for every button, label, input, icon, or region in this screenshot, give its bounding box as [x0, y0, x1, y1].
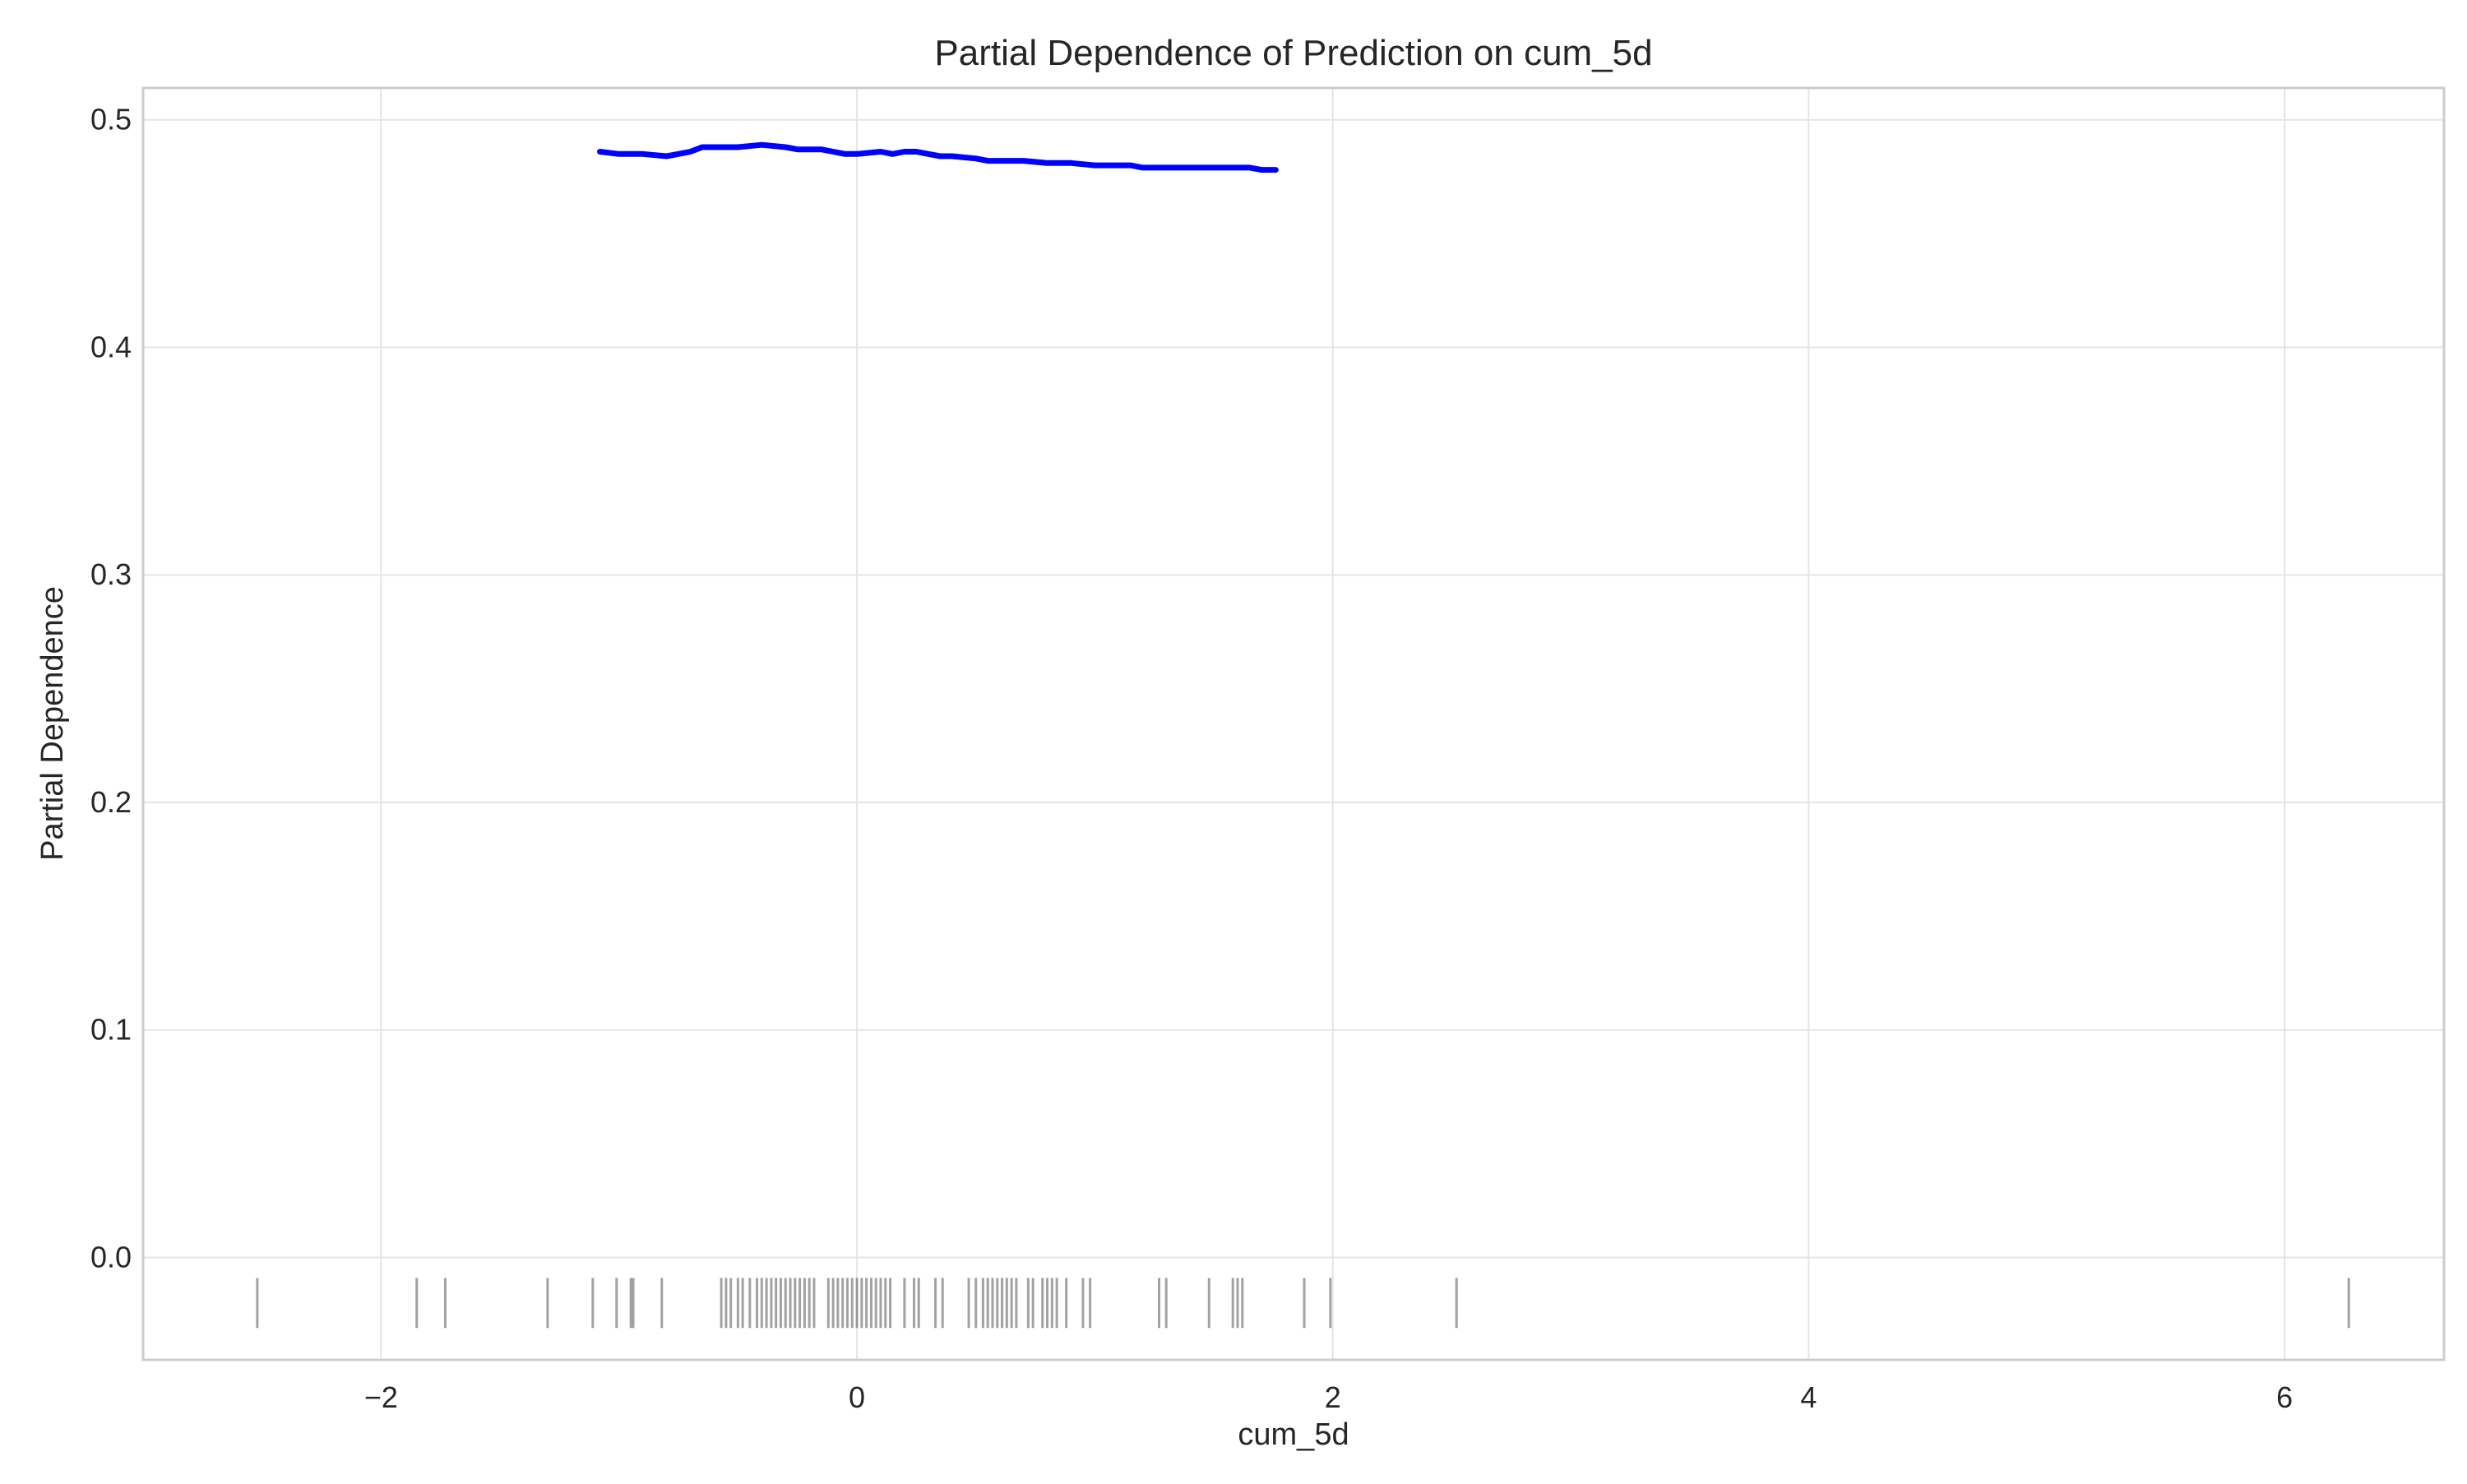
- y-tick-label: 0.5: [90, 103, 132, 136]
- chart-title: Partial Dependence of Prediction on cum_…: [934, 33, 1652, 73]
- plot-frame: [141, 86, 2446, 1361]
- x-axis-ticks: −2 0 2 4 6: [364, 1380, 2293, 1414]
- rug-marks: [256, 1278, 2350, 1329]
- y-axis-ticks: 0.0 0.1 0.2 0.3 0.4 0.5: [90, 103, 132, 1274]
- x-tick-label: 2: [1325, 1380, 1341, 1414]
- x-tick-label: 6: [2276, 1380, 2293, 1414]
- plot-area: [143, 88, 2444, 1360]
- partial-dependence-line: [597, 141, 1279, 173]
- y-tick-label: 0.2: [90, 785, 132, 819]
- grid-lines: [143, 88, 2444, 1360]
- x-tick-label: 0: [849, 1380, 865, 1414]
- y-tick-label: 0.1: [90, 1013, 132, 1047]
- x-axis-label: cum_5d: [1238, 1417, 1349, 1452]
- series-layer: [597, 141, 1279, 173]
- x-tick-label: 4: [1800, 1380, 1817, 1414]
- y-tick-label: 0.0: [90, 1240, 132, 1274]
- y-axis-label: Partial Dependence: [35, 586, 70, 861]
- y-tick-label: 0.3: [90, 557, 132, 591]
- x-tick-label: −2: [364, 1380, 398, 1414]
- y-tick-label: 0.4: [90, 330, 132, 363]
